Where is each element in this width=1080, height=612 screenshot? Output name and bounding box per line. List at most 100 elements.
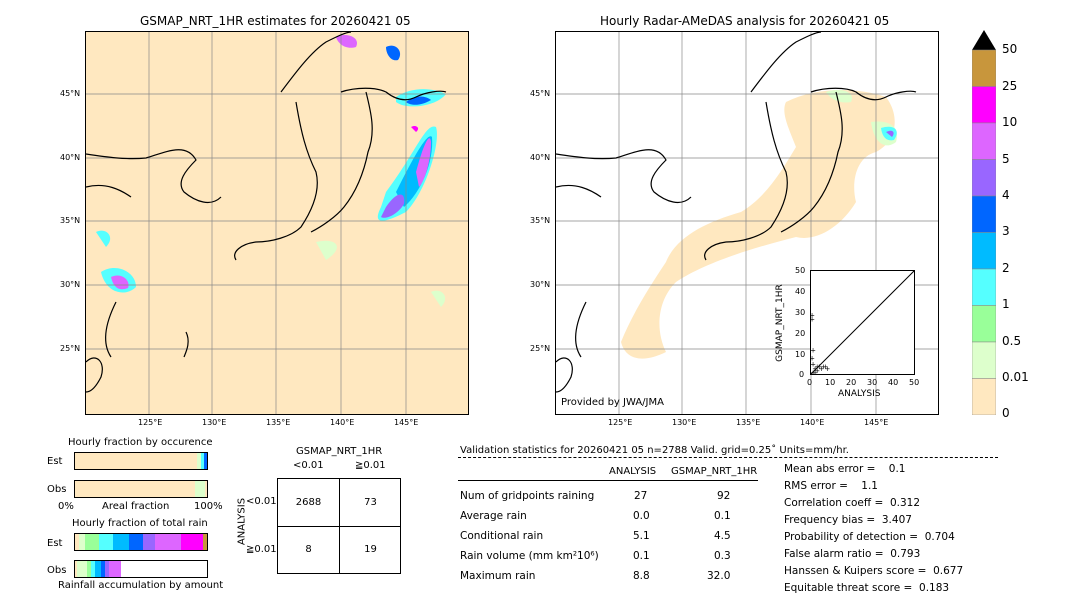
lat-label: 40°N: [60, 153, 81, 162]
lat-label: 25°N: [60, 344, 81, 353]
colorbar-label: 5: [1002, 152, 1010, 166]
contingency-col-label-1: ≧0.01: [355, 460, 386, 471]
scatter-point: +: [812, 369, 818, 374]
data-credit: Provided by JWA/JMA: [561, 397, 664, 408]
scatter-point: +: [825, 365, 831, 373]
colorbar-segment: [971, 305, 997, 343]
stat-analysis: 0.1: [633, 550, 650, 562]
lat-label: 40°N: [530, 153, 551, 162]
score-line: False alarm ratio = 0.793: [784, 548, 921, 560]
scatter-point: +: [822, 363, 828, 371]
score-line: Probability of detection = 0.704: [784, 531, 955, 543]
scatter-point: +: [811, 369, 816, 374]
scatter-point: +: [816, 363, 822, 371]
scatter-point: +: [811, 346, 816, 354]
colorbar-label: 4: [1002, 188, 1010, 202]
colorbar-segment: [971, 268, 997, 306]
scatter-point: +: [811, 361, 816, 369]
colorbar-segment: [971, 195, 997, 233]
total-rain-row-obs: Obs: [47, 565, 67, 576]
lat-label: 45°N: [60, 89, 81, 98]
colorbar-label: 25: [1002, 79, 1018, 93]
occurrence-axis-left: 0%: [58, 501, 74, 512]
lat-label: 30°N: [530, 280, 551, 289]
left-map-svg: [86, 32, 468, 414]
colorbar-label: 50: [1002, 42, 1018, 56]
stat-label: Average rain: [460, 510, 527, 522]
stat-analysis: 5.1: [633, 530, 650, 542]
lon-label: 145°E: [864, 418, 889, 427]
x-tick: 30: [867, 378, 878, 387]
total-rain-title: Hourly fraction of total rain: [72, 518, 208, 529]
lon-label: 130°E: [202, 418, 227, 427]
lon-label: 140°E: [330, 418, 355, 427]
scatter-point: +: [818, 365, 824, 373]
contingency-row-label-1: ≧0.01: [246, 544, 277, 555]
scatter-point: +: [814, 363, 820, 371]
total-rain-est-bar: [74, 533, 208, 551]
colorbar-extend-arrow: [972, 30, 996, 50]
lat-label: 35°N: [60, 216, 81, 225]
y-tick: 20: [795, 329, 806, 338]
validation-col-analysis: ANALYSIS: [609, 466, 657, 477]
contingency-col-label-0: <0.01: [293, 460, 324, 471]
occurrence-axis-right: 100%: [194, 501, 223, 512]
total-rain-footer: Rainfall accumulation by amount: [58, 580, 224, 591]
colorbar-segment: [971, 122, 997, 160]
scatter-xlabel: ANALYSIS: [838, 389, 881, 399]
lon-label: 140°E: [800, 418, 825, 427]
stat-analysis: 27: [634, 490, 648, 502]
x-tick: 40: [888, 378, 899, 387]
x-tick: 10: [825, 378, 836, 387]
scatter-point: +: [820, 363, 826, 371]
y-tick: 0: [799, 370, 805, 379]
score-line: Equitable threat score = 0.183: [784, 582, 950, 594]
score-line: RMS error = 1.1: [784, 480, 878, 492]
contingency-cell: 73: [364, 497, 377, 508]
occurrence-axis-mid: Areal fraction: [102, 501, 170, 512]
colorbar-label: 0.5: [1002, 334, 1022, 348]
stat-analysis: 8.8: [633, 570, 650, 582]
validation-col-gsmap: GSMAP_NRT_1HR: [671, 466, 758, 477]
lon-label: 125°E: [138, 418, 163, 427]
x-tick: 50: [909, 378, 920, 387]
left-map: [85, 31, 469, 415]
colorbar-svg: [971, 30, 997, 416]
total-rain-row-est: Est: [47, 538, 63, 549]
lon-label: 125°E: [608, 418, 633, 427]
stat-label: Num of gridpoints raining: [460, 490, 595, 502]
stat-gsmap: 92: [717, 490, 731, 502]
contingency-cell: 2688: [295, 497, 322, 508]
lat-label: 35°N: [530, 216, 551, 225]
scatter-inset: + + + + + + + + + + + + + + +: [809, 270, 915, 377]
colorbar-segment: [971, 49, 997, 87]
colorbar-segment: [971, 341, 997, 379]
score-line: Correlation coeff = 0.312: [784, 497, 920, 509]
total-rain-obs-bar: [74, 560, 208, 578]
occurrence-title: Hourly fraction by occurence: [68, 437, 213, 448]
contingency-grid: 2688 73 8 19: [277, 478, 401, 574]
right-map-svg: [556, 32, 938, 414]
lon-label: 135°E: [736, 418, 761, 427]
colorbar-label: 10: [1002, 115, 1018, 129]
contingency-row-label-0: <0.01: [246, 496, 277, 507]
colorbar-label: 0: [1002, 406, 1010, 420]
occurrence-row-obs: Obs: [47, 484, 67, 495]
scatter-point: +: [814, 367, 820, 374]
lon-label: 145°E: [394, 418, 419, 427]
colorbar-label: 0.01: [1002, 370, 1029, 384]
y-tick: 30: [795, 308, 806, 317]
contingency-cell: 8: [305, 544, 312, 555]
scatter-point: +: [811, 315, 815, 323]
contingency-col-title: GSMAP_NRT_1HR: [296, 446, 383, 457]
scatter-point: +: [811, 311, 815, 319]
occurrence-obs-bar: [74, 480, 208, 498]
stat-analysis: 0.0: [633, 510, 650, 522]
scatter-point: +: [811, 355, 815, 363]
score-line: Frequency bias = 3.407: [784, 514, 912, 526]
y-tick: 40: [795, 287, 806, 296]
x-tick: 0: [807, 378, 813, 387]
colorbar: [971, 30, 997, 416]
lon-label: 130°E: [672, 418, 697, 427]
validation-dashed-line: [458, 457, 998, 458]
